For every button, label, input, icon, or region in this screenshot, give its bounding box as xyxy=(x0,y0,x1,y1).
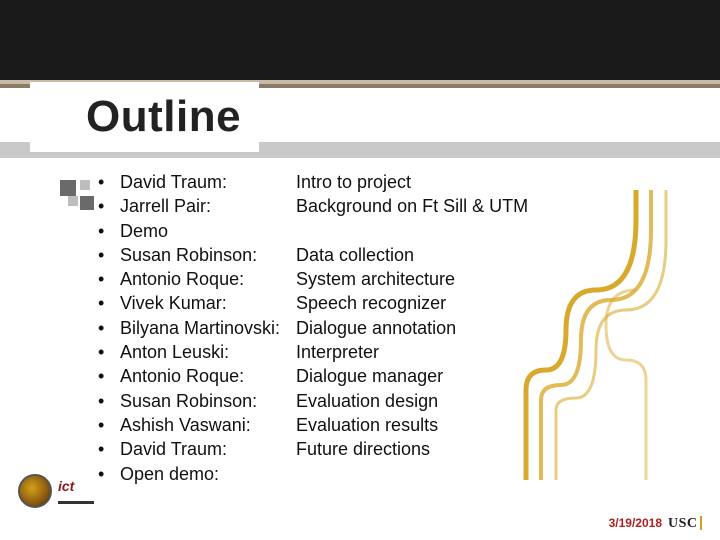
presenter-topic: Background on Ft Sill & UTM xyxy=(296,194,658,218)
square-icon xyxy=(68,196,78,206)
presenter-name: Vivek Kumar: xyxy=(120,291,296,315)
presenter-name: David Traum: xyxy=(120,437,296,461)
org-logo-icon xyxy=(18,474,52,508)
ict-logo-text: ict xyxy=(58,478,74,494)
bullet-list: •David Traum:Intro to project•Jarrell Pa… xyxy=(98,170,658,486)
presenter-name: Demo xyxy=(120,219,296,243)
presenter-topic: Dialogue manager xyxy=(296,364,658,388)
list-item: •Vivek Kumar:Speech recognizer xyxy=(98,291,658,315)
list-item: •Antonio Roque:System architecture xyxy=(98,267,658,291)
presenter-name: Antonio Roque: xyxy=(120,364,296,388)
bullet-icon: • xyxy=(98,316,120,340)
usc-logo-text: USC xyxy=(668,516,698,531)
bullet-icon: • xyxy=(98,243,120,267)
bullet-icon: • xyxy=(98,219,120,243)
list-item: •Susan Robinson: Data collection xyxy=(98,243,658,267)
presenter-name: Ashish Vaswani: xyxy=(120,413,296,437)
square-icon xyxy=(80,196,94,210)
list-item: •Antonio Roque:Dialogue manager xyxy=(98,364,658,388)
square-icon xyxy=(80,180,90,190)
list-item: •David Traum: Future directions xyxy=(98,437,658,461)
list-item: •Ashish Vaswani: Evaluation results xyxy=(98,413,658,437)
presenter-name: Open demo: xyxy=(120,462,296,486)
slide-title: Outline xyxy=(86,92,241,142)
presenter-topic: Future directions xyxy=(296,437,658,461)
list-item: •Jarrell Pair:Background on Ft Sill & UT… xyxy=(98,194,658,218)
usc-logo-bar xyxy=(700,516,702,530)
presenter-topic: Evaluation results xyxy=(296,413,658,437)
bullet-icon: • xyxy=(98,340,120,364)
presenter-name: David Traum: xyxy=(120,170,296,194)
list-item: •Open demo: xyxy=(98,462,658,486)
usc-logo: USC xyxy=(668,514,702,532)
presenter-topic: Speech recognizer xyxy=(296,291,658,315)
list-item: •Demo xyxy=(98,219,658,243)
presenter-name: Anton Leuski: xyxy=(120,340,296,364)
presenter-topic: System architecture xyxy=(296,267,658,291)
presenter-name: Bilyana Martinovski: xyxy=(120,316,296,340)
presenter-name: Antonio Roque: xyxy=(120,267,296,291)
bullet-icon: • xyxy=(98,267,120,291)
presenter-topic: Dialogue annotation xyxy=(296,316,658,340)
square-icon xyxy=(60,180,76,196)
list-item: •Anton Leuski:Interpreter xyxy=(98,340,658,364)
ict-logo-bar xyxy=(58,501,94,504)
presenter-name: Susan Robinson: xyxy=(120,389,296,413)
bullet-icon: • xyxy=(98,389,120,413)
presenter-topic: Interpreter xyxy=(296,340,658,364)
presenter-name: Jarrell Pair: xyxy=(120,194,296,218)
list-item: •David Traum:Intro to project xyxy=(98,170,658,194)
bullet-icon: • xyxy=(98,291,120,315)
presenter-topic: Evaluation design xyxy=(296,389,658,413)
list-item: •Bilyana Martinovski:Dialogue annotation xyxy=(98,316,658,340)
presenter-name: Susan Robinson: xyxy=(120,243,296,267)
footer-date: 3/19/2018 xyxy=(609,516,662,530)
list-item: •Susan Robinson: Evaluation design xyxy=(98,389,658,413)
bullet-icon: • xyxy=(98,170,120,194)
bullet-icon: • xyxy=(98,437,120,461)
presenter-topic: Data collection xyxy=(296,243,658,267)
bullet-icon: • xyxy=(98,413,120,437)
top-bar xyxy=(0,0,720,80)
bullet-icon: • xyxy=(98,364,120,388)
slide: Outline •David Traum:Intro to project•Ja… xyxy=(0,0,720,540)
bullet-icon: • xyxy=(98,194,120,218)
title-container: Outline xyxy=(30,82,259,152)
ict-logo: ict xyxy=(58,478,94,504)
bullet-icon: • xyxy=(98,462,120,486)
presenter-topic: Intro to project xyxy=(296,170,658,194)
